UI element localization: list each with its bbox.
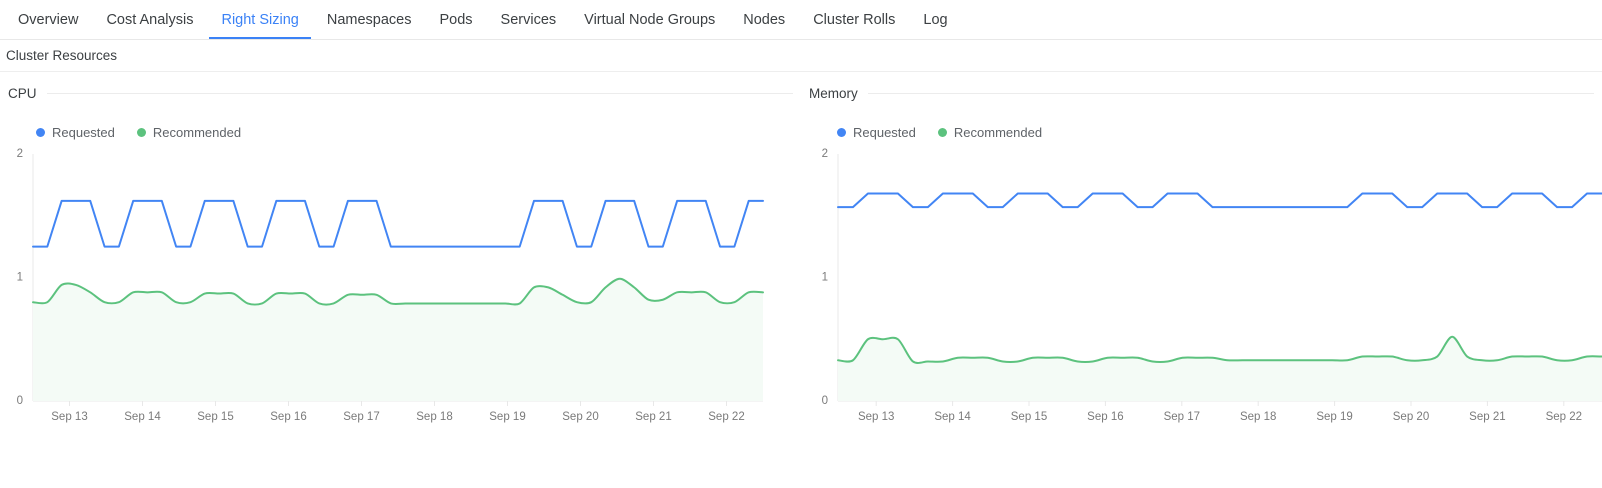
x-axis-tick-label: Sep 20 bbox=[1393, 411, 1429, 423]
tab-label: Namespaces bbox=[326, 11, 412, 28]
x-axis-tick-label: Sep 15 bbox=[197, 411, 233, 423]
tab-label: Cost Analysis bbox=[106, 11, 194, 28]
tab-right-sizing[interactable]: Right Sizing bbox=[209, 0, 312, 39]
cpu-chart-legend: Requested Recommended bbox=[0, 125, 801, 140]
memory-chart-title: Memory bbox=[809, 86, 858, 101]
y-axis-tick-label: 1 bbox=[822, 272, 828, 284]
y-axis-tick-label: 2 bbox=[17, 148, 23, 160]
x-axis-tick-label: Sep 13 bbox=[858, 411, 894, 423]
x-axis-tick-label: Sep 22 bbox=[1546, 411, 1582, 423]
x-axis-tick-label: Sep 19 bbox=[489, 411, 525, 423]
y-axis-tick-label: 2 bbox=[822, 148, 828, 160]
requested-series-line[interactable] bbox=[837, 192, 1602, 209]
requested-color-dot bbox=[36, 128, 45, 137]
x-axis-tick-label: Sep 18 bbox=[1240, 411, 1276, 423]
memory-chart-header: Memory bbox=[801, 86, 1602, 101]
tab-nodes[interactable]: Nodes bbox=[743, 0, 785, 39]
x-axis-tick-label: Sep 13 bbox=[51, 411, 87, 423]
tab-label: Pods bbox=[439, 11, 473, 28]
x-axis-tick-label: Sep 18 bbox=[416, 411, 452, 423]
y-axis-tick-label: 1 bbox=[17, 272, 23, 284]
cpu-chart-header: CPU bbox=[0, 86, 801, 101]
memory-chart-legend: Requested Recommended bbox=[801, 125, 1602, 140]
charts-row: CPU Requested Recommended 0 1 2 Sep 13 Sep 1… bbox=[0, 72, 1602, 446]
recommended-area-fill bbox=[33, 278, 763, 401]
tab-label: Nodes bbox=[743, 11, 786, 28]
tab-pods[interactable]: Pods bbox=[439, 0, 472, 39]
x-axis-tick-label: Sep 16 bbox=[1087, 411, 1123, 423]
legend-label: Recommended bbox=[953, 125, 1043, 140]
cpu-plot-area[interactable]: 0 1 2 Sep 13 Sep 14 Sep 15 Sep 16 Sep 17 Sep 18 S… bbox=[0, 146, 801, 446]
tab-label: Cluster Rolls bbox=[813, 11, 896, 28]
tab-label: Overview bbox=[18, 11, 79, 28]
cpu-chart-panel: CPU Requested Recommended 0 1 2 Sep 13 Sep 1… bbox=[0, 86, 801, 446]
legend-label: Requested bbox=[52, 125, 115, 140]
legend-item-recommended[interactable]: Recommended bbox=[136, 125, 242, 140]
x-axis-tick-label: Sep 14 bbox=[934, 411, 971, 423]
memory-plot-svg[interactable]: 0 1 2 Sep 13 Sep 14 Sep 15 Sep 16 Sep 17 Sep 18 S… bbox=[801, 146, 1602, 446]
recommended-color-dot bbox=[136, 128, 146, 137]
cpu-plot-svg[interactable]: 0 1 2 Sep 13 Sep 14 Sep 15 Sep 16 Sep 17 Sep 18 S… bbox=[0, 146, 801, 446]
section-title: Cluster Resources bbox=[6, 48, 118, 63]
y-axis-tick-label: 0 bbox=[17, 395, 23, 407]
x-axis-tick-label: Sep 17 bbox=[1164, 411, 1200, 423]
tab-label: Right Sizing bbox=[221, 11, 299, 28]
x-axis-tick-label: Sep 19 bbox=[1316, 411, 1352, 423]
memory-chart-panel: Memory Requested Recommended 0 1 2 Sep 13 Se… bbox=[801, 86, 1602, 446]
legend-item-requested[interactable]: Requested bbox=[837, 125, 916, 140]
x-axis-tick-label: Sep 15 bbox=[1011, 411, 1047, 423]
x-axis-tick-label: Sep 20 bbox=[562, 411, 598, 423]
recommended-series-line[interactable] bbox=[32, 277, 764, 306]
y-axis-tick-label: 0 bbox=[822, 395, 828, 407]
x-axis-tick-label: Sep 21 bbox=[635, 411, 671, 423]
memory-plot-area[interactable]: 0 1 2 Sep 13 Sep 14 Sep 15 Sep 16 Sep 17 Sep 18 S… bbox=[801, 146, 1602, 446]
tab-virtual-node-groups[interactable]: Virtual Node Groups bbox=[584, 0, 715, 39]
title-divider bbox=[46, 93, 793, 94]
legend-label: Recommended bbox=[152, 125, 242, 140]
legend-item-recommended[interactable]: Recommended bbox=[937, 125, 1043, 140]
recommended-area-fill bbox=[838, 336, 1602, 401]
main-tab-bar: Overview Cost Analysis Right Sizing Name… bbox=[0, 0, 1602, 40]
tab-namespaces[interactable]: Namespaces bbox=[327, 0, 412, 39]
x-axis-tick-label: Sep 22 bbox=[708, 411, 744, 423]
tab-label: Virtual Node Groups bbox=[584, 11, 716, 28]
recommended-color-dot bbox=[937, 128, 947, 137]
requested-color-dot bbox=[837, 128, 846, 137]
tab-label: Services bbox=[500, 11, 557, 28]
tab-overview[interactable]: Overview bbox=[18, 0, 78, 39]
requested-series-line[interactable] bbox=[32, 199, 764, 248]
recommended-series-line[interactable] bbox=[837, 335, 1602, 364]
tab-services[interactable]: Services bbox=[501, 0, 557, 39]
x-axis-tick-label: Sep 14 bbox=[124, 411, 161, 423]
x-axis-tick-label: Sep 16 bbox=[270, 411, 306, 423]
legend-item-requested[interactable]: Requested bbox=[36, 125, 115, 140]
legend-label: Requested bbox=[853, 125, 916, 140]
cpu-chart-title: CPU bbox=[8, 86, 37, 101]
title-divider bbox=[867, 93, 1594, 94]
tab-cluster-rolls[interactable]: Cluster Rolls bbox=[813, 0, 895, 39]
x-axis-tick-label: Sep 17 bbox=[343, 411, 379, 423]
tab-cost-analysis[interactable]: Cost Analysis bbox=[106, 0, 193, 39]
tab-label: Log bbox=[923, 11, 948, 28]
x-axis-tick-label: Sep 21 bbox=[1469, 411, 1505, 423]
cluster-resources-header: Cluster Resources bbox=[0, 40, 1602, 72]
tab-log[interactable]: Log bbox=[923, 0, 947, 39]
